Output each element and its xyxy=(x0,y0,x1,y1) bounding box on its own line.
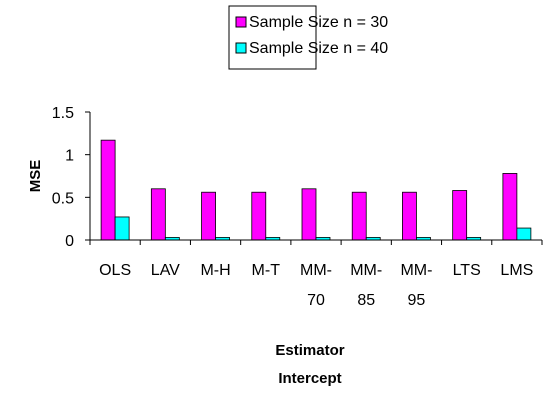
legend-swatch-series-2 xyxy=(235,42,247,54)
x-axis-title: Estimator xyxy=(275,342,344,359)
x-tick-label: MM- xyxy=(350,262,382,279)
bars-group xyxy=(100,139,532,241)
x-tick-label: LAV xyxy=(151,262,180,279)
bar-1-lts xyxy=(452,190,468,241)
x-tick-label: LMS xyxy=(500,262,533,279)
x-tick-label: MM- xyxy=(300,262,332,279)
legend-label-series-2: Sample Size n = 40 xyxy=(249,40,388,57)
bar-1-m-h xyxy=(201,191,216,241)
y-tick-label: 0 xyxy=(65,233,74,250)
x-tick-label: 85 xyxy=(357,292,375,309)
y-axis-ticks: 0 0.5 1 1.5 xyxy=(52,105,90,250)
bar-1-ols xyxy=(100,139,116,241)
legend-label-series-1: Sample Size n = 30 xyxy=(249,14,388,31)
bar-2-ols xyxy=(114,216,130,241)
x-axis-subtitle: Intercept xyxy=(278,370,341,387)
y-tick-label: 0.5 xyxy=(52,190,74,207)
bar-1-mm-95 xyxy=(402,191,417,241)
plot-area: 0 0.5 1 1.5 OLS LAV M-H M-T MM- 70 MM- 85 MM- 95 LTS L… xyxy=(52,105,543,309)
legend-swatch-series-1 xyxy=(235,16,247,28)
x-tick-label: OLS xyxy=(99,262,131,279)
y-axis-title: MSE xyxy=(27,160,44,193)
bar-1-mm-70 xyxy=(301,188,317,241)
bar-1-lav xyxy=(150,188,166,241)
y-tick-label: 1 xyxy=(65,148,74,165)
bar-1-lms xyxy=(502,173,518,241)
y-tick-label: 1.5 xyxy=(52,105,74,122)
x-tick-label: 95 xyxy=(408,292,426,309)
x-tick-label: 70 xyxy=(307,292,325,309)
x-axis-ticks: OLS LAV M-H M-T MM- 70 MM- 85 MM- 95 LTS LMS xyxy=(89,240,543,309)
bar-1-m-t xyxy=(251,191,267,241)
x-tick-label: MM- xyxy=(400,262,432,279)
legend: Sample Size n = 30 Sample Size n = 40 xyxy=(228,5,388,70)
bar-2-lms xyxy=(516,227,532,241)
x-tick-label: M-H xyxy=(200,262,230,279)
bar-1-mm-85 xyxy=(351,191,367,241)
x-tick-label: LTS xyxy=(453,262,481,279)
x-tick-label: M-T xyxy=(252,262,281,279)
